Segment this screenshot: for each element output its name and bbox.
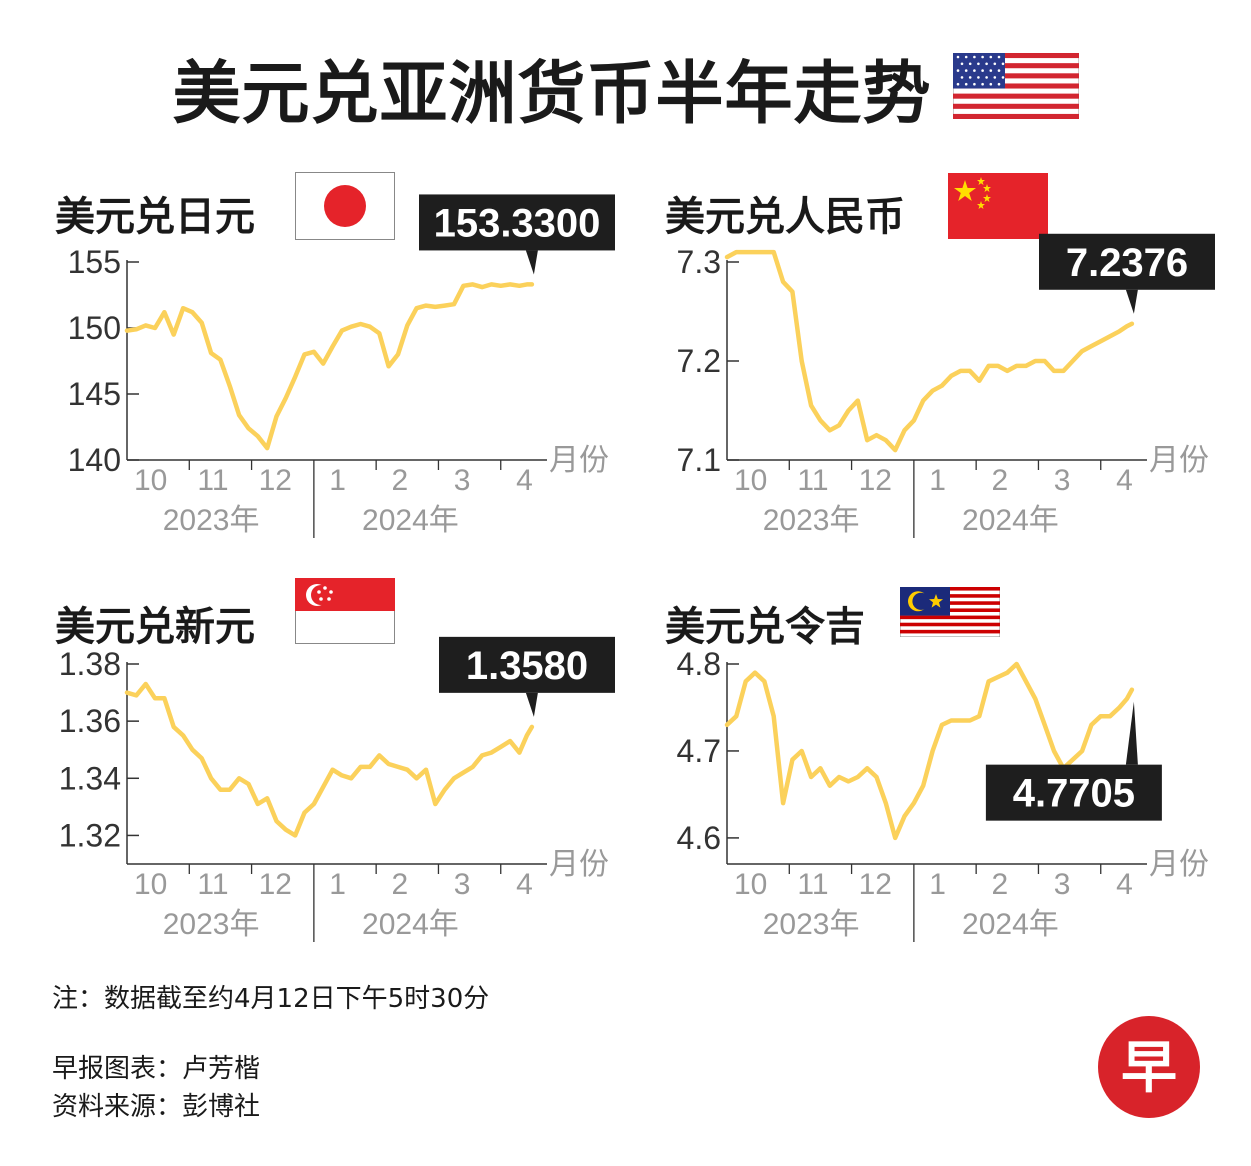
malaysia-flag-icon: [899, 586, 1001, 641]
main-title-row: 美元兑亚洲货币半年走势: [0, 38, 1251, 137]
x-tick-label: 11: [197, 868, 228, 901]
x-tick-label: 1: [929, 868, 946, 901]
usd-jpy-panel: 美元兑日元 140 145 150 155 10 11 12 1 2 3 4 2023年 2024年 月份…: [55, 170, 655, 590]
x-tick-label: 3: [1054, 868, 1071, 901]
x-tick-label: 4: [1116, 464, 1133, 497]
japan-flag-icon: [295, 172, 395, 244]
y-tick-label: 1.36: [59, 703, 121, 739]
zaobao-logo: 早: [1096, 1014, 1202, 1124]
x-tick-label: 10: [734, 464, 767, 497]
callout-pointer: [1125, 289, 1138, 314]
y-tick-label: 150: [68, 310, 121, 346]
x-tick-label: 4: [516, 868, 533, 901]
x-tick-label: 1: [929, 464, 946, 497]
callout-pointer: [1125, 701, 1138, 765]
callout-pointer: [525, 250, 538, 275]
x-tick-label: 11: [197, 464, 228, 497]
x-unit-label: 月份: [549, 848, 609, 881]
x-tick-label: 2: [391, 868, 408, 901]
y-tick-label: 4.8: [677, 646, 721, 682]
x-tick-label: 4: [516, 464, 533, 497]
year-label: 2023年: [163, 908, 260, 941]
year-label: 2024年: [962, 504, 1059, 537]
latest-value-label: 153.3300: [434, 201, 601, 245]
latest-value-callout: [419, 194, 615, 251]
us-flag-icon: [952, 52, 1080, 123]
x-tick-label: 2: [991, 464, 1008, 497]
y-tick-label: 7.1: [677, 442, 721, 478]
year-label: 2023年: [763, 504, 860, 537]
x-tick-label: 10: [134, 868, 167, 901]
y-tick-label: 155: [68, 244, 121, 280]
year-label: 2023年: [163, 504, 260, 537]
latest-value-label: 1.3580: [466, 644, 588, 688]
logo-character: 早: [1121, 1036, 1177, 1099]
y-tick-label: 140: [68, 442, 121, 478]
y-tick-label: 4.6: [677, 820, 721, 856]
chart-credit: 早报图表：卢芳楷: [52, 1054, 261, 1084]
x-tick-label: 3: [1054, 464, 1071, 497]
year-label: 2024年: [962, 908, 1059, 941]
x-unit-label: 月份: [1149, 848, 1209, 881]
usd-cny-panel: 美元兑人民币 7.1 7.2 7.3 10 11 12 1 2 3 4 2023年 2024年 月份 7.…: [655, 170, 1251, 590]
data-note: 注：数据截至约4月12日下午5时30分: [52, 984, 490, 1014]
y-tick-label: 7.3: [677, 244, 721, 280]
callout-pointer: [525, 692, 538, 717]
year-label: 2023年: [763, 908, 860, 941]
y-tick-label: 1.38: [59, 646, 121, 682]
y-tick-label: 1.32: [59, 817, 121, 853]
logo-circle: [1098, 1016, 1200, 1118]
x-tick-label: 10: [734, 868, 767, 901]
x-tick-label: 12: [859, 464, 892, 497]
y-tick-label: 145: [68, 376, 121, 412]
x-tick-label: 4: [1116, 868, 1133, 901]
x-tick-label: 12: [259, 464, 292, 497]
source-credit: 资料来源：彭博社: [52, 1092, 261, 1122]
main-title: 美元兑亚洲货币半年走势: [172, 55, 932, 134]
series-line: [124, 681, 535, 838]
x-tick-label: 11: [797, 868, 828, 901]
x-tick-label: 3: [454, 464, 471, 497]
x-tick-label: 3: [454, 868, 471, 901]
x-tick-label: 12: [259, 868, 292, 901]
china-flag-icon: [948, 173, 1048, 243]
latest-value-callout: [1039, 233, 1215, 290]
x-tick-label: 11: [797, 464, 828, 497]
x-tick-label: 1: [329, 464, 346, 497]
latest-value-callout: [985, 764, 1162, 821]
panel-title: 美元兑新元: [55, 604, 255, 650]
series-line: [124, 282, 535, 451]
latest-value-label: 4.7705: [1013, 772, 1135, 816]
y-tick-label: 7.2: [677, 343, 721, 379]
x-tick-label: 12: [859, 868, 892, 901]
usd-myr-panel: 美元兑令吉 4.6 4.7 4.8 10 11 12 1 2 3 4 2023年 2024年 月份 4.7…: [655, 578, 1251, 998]
year-label: 2024年: [362, 908, 459, 941]
y-tick-label: 1.34: [59, 760, 121, 796]
latest-value-callout: [439, 636, 615, 693]
x-unit-label: 月份: [549, 444, 609, 477]
year-label: 2024年: [362, 504, 459, 537]
latest-value-label: 7.2376: [1066, 241, 1188, 285]
panel-title: 美元兑人民币: [665, 194, 905, 240]
y-tick-label: 4.7: [677, 733, 721, 769]
x-tick-label: 2: [391, 464, 408, 497]
usd-sgd-panel: 美元兑新元 1.32 1.34 1.36 1.38 10 11 12 1 2 3 4 2023年 202…: [55, 578, 655, 998]
x-unit-label: 月份: [1149, 444, 1209, 477]
panel-title: 美元兑日元: [55, 194, 255, 240]
x-tick-label: 10: [134, 464, 167, 497]
x-tick-label: 2: [991, 868, 1008, 901]
singapore-flag-icon: [295, 578, 395, 648]
panel-title: 美元兑令吉: [665, 604, 865, 650]
x-tick-label: 1: [329, 868, 346, 901]
